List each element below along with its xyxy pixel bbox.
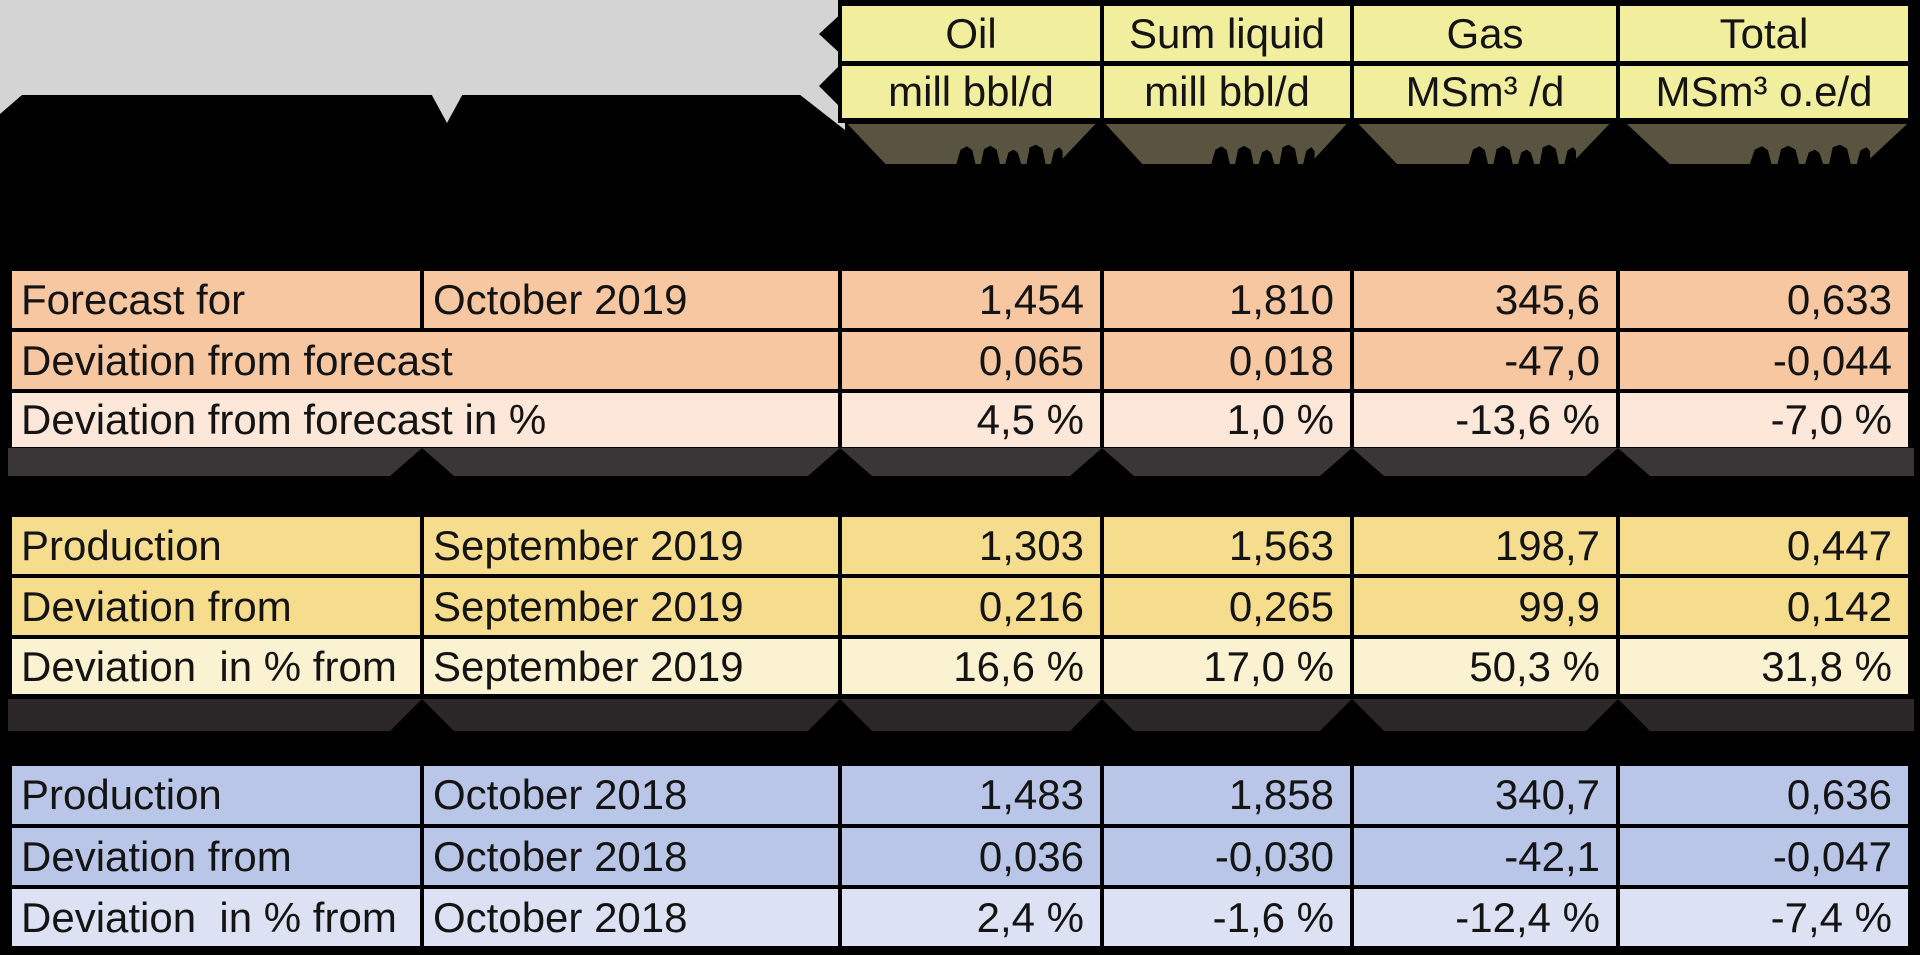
period-cell: October 2019 bbox=[424, 271, 838, 328]
value-cell: -42,1 bbox=[1354, 828, 1616, 885]
column-unit-total: MSm³ o.e/d bbox=[1620, 66, 1908, 118]
value-cell: -1,6 % bbox=[1104, 889, 1350, 946]
value-cell: 0,065 bbox=[842, 332, 1100, 389]
period-cell: October 2018 bbox=[424, 828, 838, 885]
value-cell: 1,810 bbox=[1104, 271, 1350, 328]
column-header-total: Total bbox=[1620, 6, 1908, 61]
row-label-cell: Forecast for bbox=[12, 271, 420, 328]
period-cell: October 2018 bbox=[424, 889, 838, 946]
value-cell: -12,4 % bbox=[1354, 889, 1616, 946]
redacted-row-remnant bbox=[1358, 124, 1610, 164]
period-cell: September 2019 bbox=[424, 517, 838, 574]
row-label-cell: Deviation from bbox=[12, 578, 420, 635]
column-header-gas: Gas bbox=[1354, 6, 1616, 61]
value-cell: 1,0 % bbox=[1104, 393, 1350, 447]
value-cell: 0,018 bbox=[1104, 332, 1350, 389]
value-cell: 0,036 bbox=[842, 828, 1100, 885]
value-cell: 17,0 % bbox=[1104, 639, 1350, 694]
value-cell: 345,6 bbox=[1354, 271, 1616, 328]
value-cell: 1,858 bbox=[1104, 766, 1350, 824]
row-label-cell: Deviation from forecast in % bbox=[12, 393, 838, 447]
value-cell: 1,454 bbox=[842, 271, 1100, 328]
redacted-row-remnant bbox=[1626, 124, 1908, 164]
value-cell: -7,4 % bbox=[1620, 889, 1908, 946]
redacted-row-remnant bbox=[1105, 124, 1347, 164]
value-cell: 1,563 bbox=[1104, 517, 1350, 574]
period-cell: September 2019 bbox=[424, 578, 838, 635]
column-unit-oil: mill bbl/d bbox=[842, 66, 1100, 118]
value-cell: -13,6 % bbox=[1354, 393, 1616, 447]
value-cell: -7,0 % bbox=[1620, 393, 1908, 447]
column-header-sum-liquid: Sum liquid bbox=[1104, 6, 1350, 61]
column-header-oil: Oil bbox=[842, 6, 1100, 61]
redacted-row-remnant bbox=[847, 124, 1096, 164]
row-label-cell: Production bbox=[12, 517, 420, 574]
value-cell: -0,044 bbox=[1620, 332, 1908, 389]
redacted-digits-remnant bbox=[956, 144, 1063, 164]
redaction-gray-area bbox=[0, 0, 845, 131]
redacted-digits-remnant bbox=[1468, 144, 1577, 164]
value-cell: 99,9 bbox=[1354, 578, 1616, 635]
value-cell: 1,303 bbox=[842, 517, 1100, 574]
value-cell: 0,216 bbox=[842, 578, 1100, 635]
row-label-cell: Deviation from forecast bbox=[12, 332, 838, 389]
value-cell: 16,6 % bbox=[842, 639, 1100, 694]
period-cell: September 2019 bbox=[424, 639, 838, 694]
value-cell: 0,265 bbox=[1104, 578, 1350, 635]
redacted-digits-remnant bbox=[1749, 144, 1870, 164]
row-label-cell: Deviation in % from bbox=[12, 889, 420, 946]
value-cell: 0,447 bbox=[1620, 517, 1908, 574]
value-cell: 0,142 bbox=[1620, 578, 1908, 635]
value-cell: 0,633 bbox=[1620, 271, 1908, 328]
value-cell: 340,7 bbox=[1354, 766, 1616, 824]
row-label-cell: Deviation from bbox=[12, 828, 420, 885]
value-cell: -47,0 bbox=[1354, 332, 1616, 389]
redacted-digits-remnant bbox=[1211, 144, 1315, 164]
value-cell: 1,483 bbox=[842, 766, 1100, 824]
value-cell: 31,8 % bbox=[1620, 639, 1908, 694]
column-unit-gas: MSm³ /d bbox=[1354, 66, 1616, 118]
row-label-cell: Production bbox=[12, 766, 420, 824]
value-cell: 2,4 % bbox=[842, 889, 1100, 946]
value-cell: -0,030 bbox=[1104, 828, 1350, 885]
value-cell: 4,5 % bbox=[842, 393, 1100, 447]
value-cell: 198,7 bbox=[1354, 517, 1616, 574]
value-cell: 0,636 bbox=[1620, 766, 1908, 824]
value-cell: -0,047 bbox=[1620, 828, 1908, 885]
period-cell: October 2018 bbox=[424, 766, 838, 824]
column-unit-sum-liquid: mill bbl/d bbox=[1104, 66, 1350, 118]
row-label-cell: Deviation in % from bbox=[12, 639, 420, 694]
value-cell: 50,3 % bbox=[1354, 639, 1616, 694]
